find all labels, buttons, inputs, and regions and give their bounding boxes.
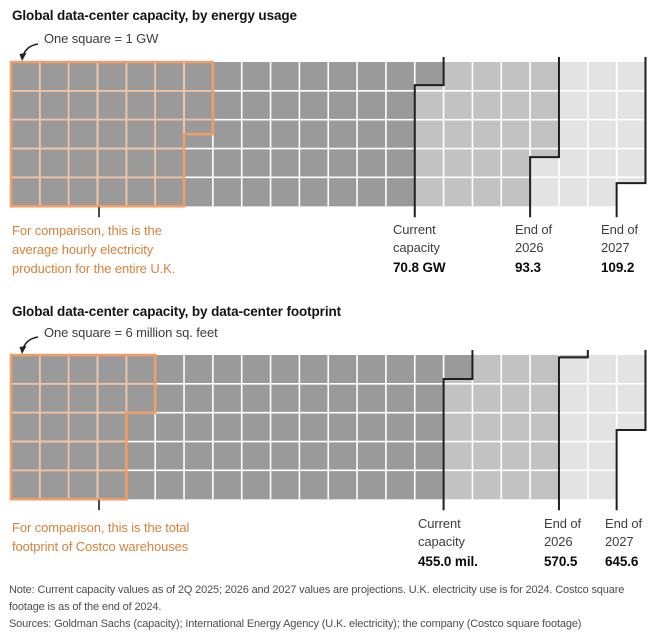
sources-text: Sources: Goldman Sachs (capacity); Inter… <box>9 617 582 630</box>
chart1-legend-label: One square = 1 GW <box>44 31 159 46</box>
milestone-value: 70.8 GW <box>393 260 446 275</box>
milestone-label: Current capacity <box>418 515 478 550</box>
milestone-label-line: capacity <box>393 239 440 255</box>
legend-arrowhead-icon <box>19 53 27 61</box>
note-text: Note: Current capacity values as of 2Q 2… <box>9 584 625 613</box>
milestone-boundary-line <box>442 350 474 511</box>
legend-arrowhead-icon <box>19 346 27 354</box>
milestone-label-line: End of <box>601 222 638 237</box>
milestone-label-line: 2026 <box>515 239 544 255</box>
legend-arrow-icon <box>22 43 39 57</box>
milestone-label-line: Current <box>393 222 436 237</box>
caption-line: For comparison, this is the <box>12 223 162 238</box>
chart2-milestone-current: Current capacity 455.0 mil. <box>418 515 478 569</box>
milestone-label-line: End of <box>544 516 581 531</box>
milestone-boundary-line <box>529 57 560 218</box>
milestone-label: End of 2026 <box>515 221 552 256</box>
milestone-label-line: capacity <box>418 533 465 549</box>
milestone-label-line: End of <box>515 222 552 237</box>
caption-line: average hourly electricity <box>12 242 154 257</box>
milestone-label-line: 2027 <box>605 533 634 549</box>
milestone-value: 109.2 <box>601 260 635 275</box>
caption-line: footprint of Costco warehouses <box>12 539 189 554</box>
legend-arrow-icon <box>22 336 39 350</box>
milestone-boundary-line <box>557 350 589 511</box>
caption-line: For comparison, this is the total <box>12 520 190 535</box>
chart2-title: Global data-center capacity, by data-cen… <box>12 304 342 319</box>
comparison-region-outline <box>9 60 215 208</box>
milestone-value: 645.6 <box>605 554 639 569</box>
milestone-label-line: End of <box>605 516 642 531</box>
chart2-legend-label: One square = 6 million sq. feet <box>44 325 218 340</box>
milestone-label: End of 2026 <box>544 515 581 550</box>
chart2-milestone-2026: End of 2026 570.5 <box>544 515 581 569</box>
milestone-boundary-line <box>615 57 647 218</box>
chart2-milestone-2027: End of 2027 645.6 <box>605 515 642 569</box>
footer-notes: Note: Current capacity values as of 2Q 2… <box>9 582 657 632</box>
milestone-value: 93.3 <box>515 260 541 275</box>
chart1-title: Global data-center capacity, by energy u… <box>12 8 297 23</box>
milestone-label: End of 2027 <box>605 515 642 550</box>
milestone-label: End of 2027 <box>601 221 638 256</box>
milestone-label: Current capacity <box>393 221 446 256</box>
milestone-value: 570.5 <box>544 554 578 569</box>
chart2-waffle-grid <box>9 336 647 511</box>
chart1-milestone-2026: End of 2026 93.3 <box>515 221 552 275</box>
chart2-comparison-caption: For comparison, this is the total footpr… <box>12 518 189 556</box>
caption-line: production for the entire U.K. <box>12 261 176 276</box>
milestone-label-line: 2027 <box>601 239 630 255</box>
chart1-milestone-2027: End of 2027 109.2 <box>601 221 638 275</box>
chart1-milestone-current: Current capacity 70.8 GW <box>393 221 446 275</box>
milestone-label-line: 2026 <box>544 533 573 549</box>
comparison-region-outline <box>9 353 157 501</box>
milestone-boundary-line <box>413 57 445 218</box>
milestone-label-line: Current <box>418 516 461 531</box>
milestone-boundary-line <box>615 350 647 511</box>
chart1-waffle-grid <box>9 43 647 218</box>
chart1-comparison-caption: For comparison, this is the average hour… <box>12 221 175 278</box>
milestone-value: 455.0 mil. <box>418 554 478 569</box>
